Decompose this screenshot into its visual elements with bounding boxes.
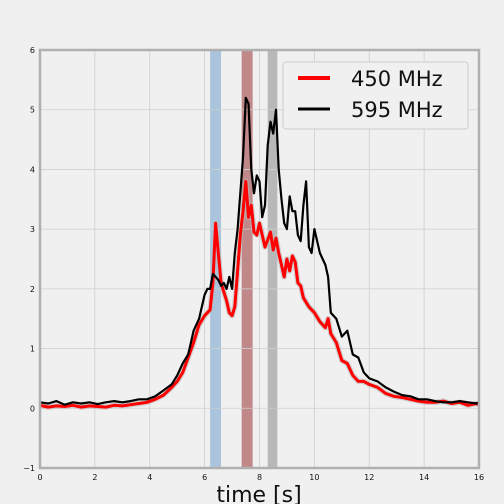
x-tick-label: 6	[202, 473, 207, 482]
plot-frame	[38, 48, 481, 470]
shaded-band-3	[267, 50, 278, 468]
x-tick-label: 0	[37, 473, 42, 482]
y-tick-label: 4	[30, 165, 35, 174]
x-tick-label: 14	[419, 473, 429, 482]
series-line-450mhz	[39, 179, 480, 409]
shaded-band-2	[241, 50, 253, 468]
legend: 450 MHz 595 MHz	[282, 61, 469, 130]
y-tick-label: 2	[30, 285, 35, 294]
x-axis-label: time [s]	[216, 483, 301, 504]
legend-label-595mhz: 595 MHz	[351, 98, 443, 122]
series-line-595mhz	[39, 96, 480, 406]
y-tick-label: 1	[30, 345, 35, 354]
y-tick-label: 5	[30, 106, 35, 115]
x-tick-label: 10	[309, 473, 319, 482]
y-tick-label: 3	[30, 225, 35, 234]
x-tick-label: 8	[257, 473, 262, 482]
y-tick-label: 0	[30, 404, 35, 413]
x-tick-label: 4	[147, 473, 152, 482]
x-tick-label: 12	[364, 473, 374, 482]
y-tick-label: −1	[23, 464, 35, 473]
legend-label-450mhz: 450 MHz	[351, 67, 443, 91]
x-tick-label: 16	[474, 473, 484, 482]
x-tick-label: 2	[92, 473, 97, 482]
y-tick-label: 6	[30, 46, 35, 55]
